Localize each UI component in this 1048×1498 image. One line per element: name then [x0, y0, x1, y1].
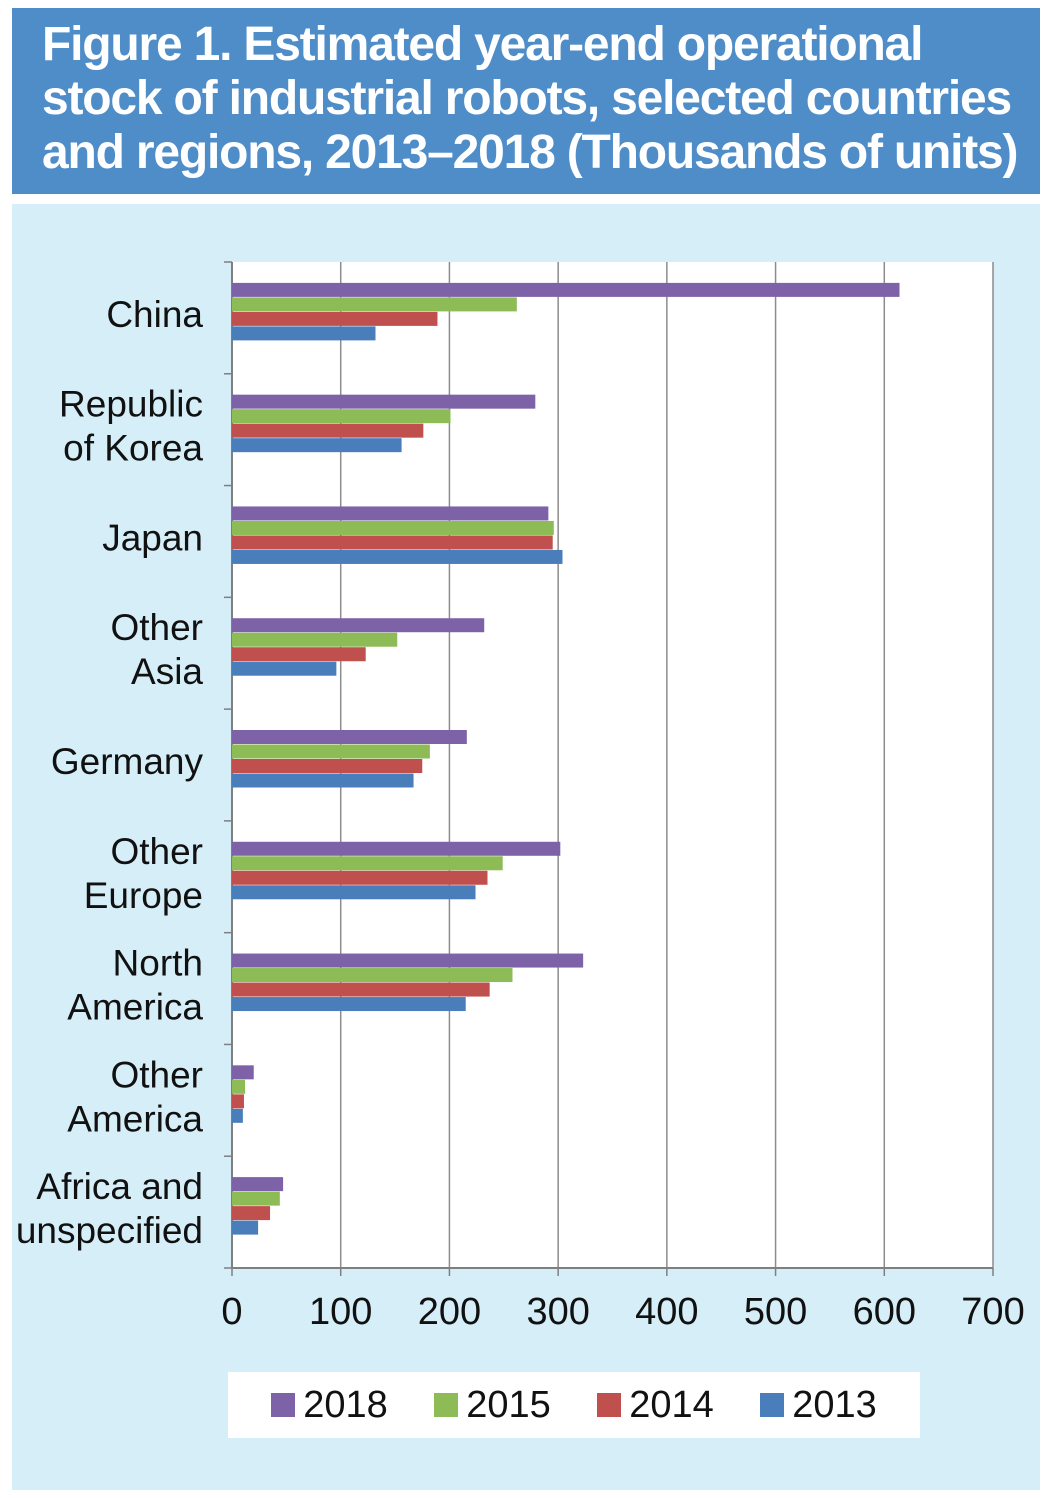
x-tick-label: 100	[309, 1291, 372, 1333]
bar-2014-3	[232, 647, 366, 662]
bar-2014-0	[232, 311, 438, 326]
x-tick-label: 200	[418, 1291, 481, 1333]
bar-2014-4	[232, 759, 423, 773]
chart-legend: 2018 2015 2014 2013	[228, 1372, 920, 1438]
category-label: America	[67, 1098, 203, 1139]
bar-2013-5	[232, 885, 476, 900]
bar-2014-6	[232, 982, 490, 997]
legend-swatch	[760, 1393, 785, 1417]
bar-2018-7	[232, 1065, 254, 1080]
x-tick-label: 700	[961, 1291, 1024, 1333]
bar-2018-0	[232, 282, 900, 297]
bar-2015-4	[232, 744, 430, 759]
bar-2013-4	[232, 773, 414, 788]
category-label: Other	[110, 1054, 203, 1095]
legend-item-2013: 2013	[760, 1384, 877, 1427]
legend-swatch	[597, 1393, 622, 1417]
bar-2015-2	[232, 520, 554, 535]
bar-2015-3	[232, 632, 398, 647]
bar-2014-2	[232, 535, 553, 550]
category-label: America	[67, 987, 203, 1028]
bar-2013-8	[232, 1220, 259, 1235]
bar-2015-0	[232, 297, 517, 312]
legend-item-2014: 2014	[597, 1384, 714, 1427]
category-label: China	[106, 294, 203, 335]
category-label: Other	[110, 607, 203, 648]
legend-label: 2015	[466, 1383, 551, 1426]
x-tick-label: 300	[526, 1291, 589, 1333]
bar-2014-7	[232, 1094, 244, 1109]
x-tick-label: 0	[221, 1291, 242, 1333]
bar-2013-2	[232, 549, 563, 564]
bar-2014-5	[232, 870, 488, 885]
category-label: Other	[110, 831, 203, 872]
legend-item-2015: 2015	[434, 1384, 551, 1427]
bar-2013-1	[232, 438, 402, 453]
bar-2015-6	[232, 968, 513, 983]
x-tick-label: 500	[744, 1291, 807, 1333]
figure-title: Figure 1. Estimated year-end operational…	[42, 18, 1019, 179]
legend-label: 2018	[303, 1383, 388, 1426]
bar-2018-1	[232, 394, 536, 409]
bar-2013-6	[232, 997, 466, 1012]
bar-2013-7	[232, 1108, 243, 1123]
category-label: Republic	[59, 384, 203, 425]
category-label: North	[113, 943, 203, 984]
bar-2013-3	[232, 661, 337, 676]
legend-swatch	[434, 1393, 459, 1417]
category-label: Europe	[84, 875, 203, 916]
bar-2014-8	[232, 1206, 271, 1221]
x-tick-label: 600	[853, 1291, 916, 1333]
bar-2018-6	[232, 953, 584, 968]
category-label: Asia	[131, 651, 203, 692]
bar-2015-5	[232, 856, 503, 871]
category-label: Africa and	[36, 1166, 203, 1207]
bar-2014-1	[232, 423, 424, 438]
bar-2015-8	[232, 1191, 280, 1206]
figure-title-box: Figure 1. Estimated year-end operational…	[12, 8, 1040, 194]
category-label: of Korea	[63, 428, 203, 469]
bar-2013-0	[232, 326, 376, 341]
bar-2018-8	[232, 1177, 284, 1192]
bar-2018-4	[232, 730, 467, 744]
bar-2018-5	[232, 841, 561, 856]
legend-label: 2013	[792, 1383, 877, 1426]
bar-2015-1	[232, 409, 451, 424]
category-label: Japan	[102, 517, 203, 558]
x-tick-label: 400	[635, 1291, 698, 1333]
category-label: unspecified	[16, 1210, 203, 1251]
bar-2015-7	[232, 1079, 246, 1094]
bar-2018-2	[232, 506, 549, 521]
category-label: Germany	[51, 741, 204, 782]
legend-item-2018: 2018	[271, 1384, 388, 1427]
bar-2018-3	[232, 618, 485, 633]
legend-label: 2014	[629, 1383, 714, 1426]
legend-swatch	[271, 1393, 296, 1417]
